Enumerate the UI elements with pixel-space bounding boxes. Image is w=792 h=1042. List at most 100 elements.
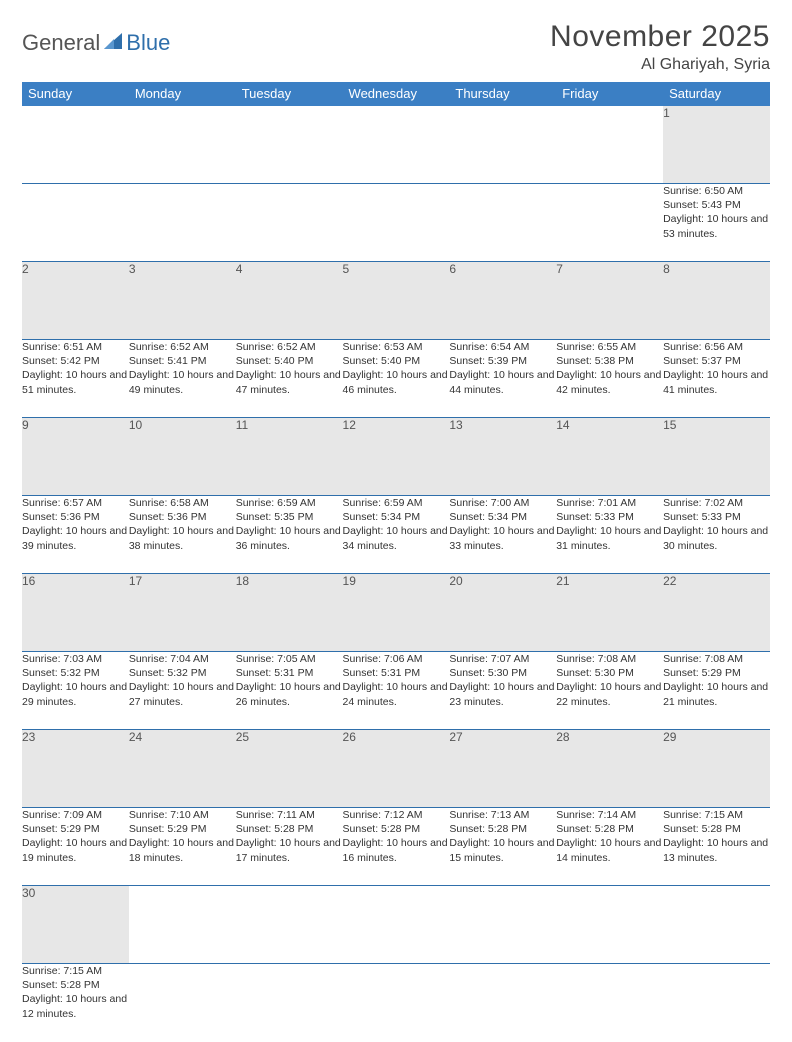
day-info-cell: Sunrise: 6:51 AMSunset: 5:42 PMDaylight:…: [22, 340, 129, 418]
day-number-cell: 3: [129, 262, 236, 340]
weekday-header: Friday: [556, 82, 663, 106]
day-info-cell: Sunrise: 7:07 AMSunset: 5:30 PMDaylight:…: [449, 652, 556, 730]
day-info-row: Sunrise: 7:09 AMSunset: 5:29 PMDaylight:…: [22, 808, 770, 886]
day-info-cell: [343, 964, 450, 1042]
day-number-cell: [556, 886, 663, 964]
day-number-cell: 18: [236, 574, 343, 652]
day-info-cell: Sunrise: 7:13 AMSunset: 5:28 PMDaylight:…: [449, 808, 556, 886]
day-info-cell: Sunrise: 7:05 AMSunset: 5:31 PMDaylight:…: [236, 652, 343, 730]
day-number-cell: 22: [663, 574, 770, 652]
day-number-cell: [449, 886, 556, 964]
weekday-header: Sunday: [22, 82, 129, 106]
day-number-cell: 7: [556, 262, 663, 340]
brand-text-2: Blue: [126, 30, 170, 56]
day-info-cell: [22, 184, 129, 262]
day-info-cell: Sunrise: 6:52 AMSunset: 5:40 PMDaylight:…: [236, 340, 343, 418]
day-number-cell: 17: [129, 574, 236, 652]
day-info-cell: [449, 184, 556, 262]
day-info-cell: Sunrise: 6:50 AMSunset: 5:43 PMDaylight:…: [663, 184, 770, 262]
day-info-cell: Sunrise: 6:55 AMSunset: 5:38 PMDaylight:…: [556, 340, 663, 418]
day-info-cell: Sunrise: 7:08 AMSunset: 5:30 PMDaylight:…: [556, 652, 663, 730]
day-info-cell: Sunrise: 7:04 AMSunset: 5:32 PMDaylight:…: [129, 652, 236, 730]
day-info-row: Sunrise: 6:51 AMSunset: 5:42 PMDaylight:…: [22, 340, 770, 418]
day-number-cell: 4: [236, 262, 343, 340]
day-number-cell: 21: [556, 574, 663, 652]
brand-sail-icon: [102, 31, 124, 56]
day-info-cell: Sunrise: 7:06 AMSunset: 5:31 PMDaylight:…: [343, 652, 450, 730]
weekday-header: Tuesday: [236, 82, 343, 106]
day-info-row: Sunrise: 6:50 AMSunset: 5:43 PMDaylight:…: [22, 184, 770, 262]
day-info-cell: Sunrise: 7:02 AMSunset: 5:33 PMDaylight:…: [663, 496, 770, 574]
day-number-cell: 19: [343, 574, 450, 652]
day-info-cell: Sunrise: 7:09 AMSunset: 5:29 PMDaylight:…: [22, 808, 129, 886]
day-number-cell: 28: [556, 730, 663, 808]
day-number-cell: 25: [236, 730, 343, 808]
title-block: November 2025 Al Ghariyah, Syria: [550, 20, 770, 74]
day-info-cell: [236, 184, 343, 262]
day-number-cell: 15: [663, 418, 770, 496]
day-number-row: 23242526272829: [22, 730, 770, 808]
day-info-cell: [449, 964, 556, 1042]
day-info-cell: Sunrise: 6:54 AMSunset: 5:39 PMDaylight:…: [449, 340, 556, 418]
day-number-cell: [556, 106, 663, 184]
day-number-cell: [663, 886, 770, 964]
day-number-row: 9101112131415: [22, 418, 770, 496]
day-info-cell: Sunrise: 7:01 AMSunset: 5:33 PMDaylight:…: [556, 496, 663, 574]
header: General Blue November 2025 Al Ghariyah, …: [22, 20, 770, 74]
day-number-row: 30: [22, 886, 770, 964]
day-number-cell: 14: [556, 418, 663, 496]
day-number-cell: [129, 886, 236, 964]
day-number-cell: [236, 106, 343, 184]
day-number-cell: 29: [663, 730, 770, 808]
day-info-cell: Sunrise: 7:03 AMSunset: 5:32 PMDaylight:…: [22, 652, 129, 730]
day-number-cell: 8: [663, 262, 770, 340]
day-number-cell: 26: [343, 730, 450, 808]
day-info-cell: [663, 964, 770, 1042]
day-info-cell: [556, 964, 663, 1042]
day-number-cell: 11: [236, 418, 343, 496]
day-info-cell: Sunrise: 7:08 AMSunset: 5:29 PMDaylight:…: [663, 652, 770, 730]
location: Al Ghariyah, Syria: [550, 56, 770, 74]
day-info-cell: Sunrise: 7:15 AMSunset: 5:28 PMDaylight:…: [663, 808, 770, 886]
day-number-cell: 30: [22, 886, 129, 964]
day-number-cell: [343, 886, 450, 964]
day-number-row: 1: [22, 106, 770, 184]
day-info-cell: Sunrise: 6:57 AMSunset: 5:36 PMDaylight:…: [22, 496, 129, 574]
day-info-row: Sunrise: 6:57 AMSunset: 5:36 PMDaylight:…: [22, 496, 770, 574]
day-number-cell: 20: [449, 574, 556, 652]
weekday-header-row: Sunday Monday Tuesday Wednesday Thursday…: [22, 82, 770, 106]
day-number-cell: 2: [22, 262, 129, 340]
day-number-cell: [236, 886, 343, 964]
day-number-cell: [449, 106, 556, 184]
brand-logo: General Blue: [22, 20, 170, 56]
day-number-cell: 23: [22, 730, 129, 808]
day-info-cell: Sunrise: 7:15 AMSunset: 5:28 PMDaylight:…: [22, 964, 129, 1042]
day-info-cell: Sunrise: 6:59 AMSunset: 5:35 PMDaylight:…: [236, 496, 343, 574]
weekday-header: Wednesday: [343, 82, 450, 106]
day-number-row: 16171819202122: [22, 574, 770, 652]
day-info-row: Sunrise: 7:15 AMSunset: 5:28 PMDaylight:…: [22, 964, 770, 1042]
day-info-cell: Sunrise: 6:59 AMSunset: 5:34 PMDaylight:…: [343, 496, 450, 574]
weekday-header: Thursday: [449, 82, 556, 106]
day-info-row: Sunrise: 7:03 AMSunset: 5:32 PMDaylight:…: [22, 652, 770, 730]
day-number-cell: 10: [129, 418, 236, 496]
month-title: November 2025: [550, 20, 770, 54]
day-number-cell: 5: [343, 262, 450, 340]
weekday-header: Saturday: [663, 82, 770, 106]
day-info-cell: Sunrise: 7:10 AMSunset: 5:29 PMDaylight:…: [129, 808, 236, 886]
day-info-cell: Sunrise: 7:00 AMSunset: 5:34 PMDaylight:…: [449, 496, 556, 574]
day-info-cell: Sunrise: 7:12 AMSunset: 5:28 PMDaylight:…: [343, 808, 450, 886]
day-number-cell: [22, 106, 129, 184]
day-number-cell: 27: [449, 730, 556, 808]
day-info-cell: [129, 184, 236, 262]
day-number-cell: 1: [663, 106, 770, 184]
day-number-cell: 13: [449, 418, 556, 496]
calendar-table: Sunday Monday Tuesday Wednesday Thursday…: [22, 82, 770, 1042]
day-info-cell: Sunrise: 6:58 AMSunset: 5:36 PMDaylight:…: [129, 496, 236, 574]
day-info-cell: Sunrise: 6:52 AMSunset: 5:41 PMDaylight:…: [129, 340, 236, 418]
day-number-cell: 12: [343, 418, 450, 496]
brand-text-1: General: [22, 30, 100, 56]
weekday-header: Monday: [129, 82, 236, 106]
day-info-cell: [556, 184, 663, 262]
day-number-cell: 24: [129, 730, 236, 808]
